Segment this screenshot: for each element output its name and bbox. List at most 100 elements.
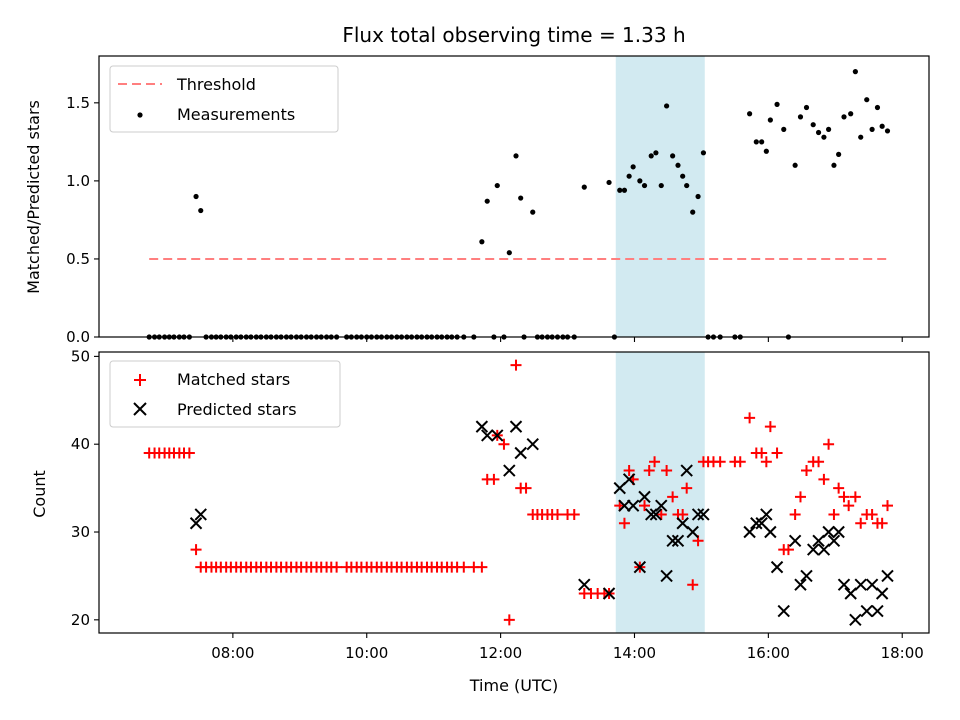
predicted-stars-point (503, 464, 516, 477)
matched-stars-point (661, 465, 673, 477)
predicted-stars-point (660, 569, 673, 583)
measurement-point (653, 150, 659, 156)
measurement-point (759, 139, 765, 145)
measurement-point (836, 151, 842, 157)
predicted-stars-point (832, 525, 845, 539)
predicted-stars-point (509, 420, 523, 433)
measurement-point (841, 114, 847, 120)
predicted-stars-point (638, 490, 651, 504)
top-legend: Threshold Measurements (109, 65, 339, 133)
measurement-point (630, 164, 636, 170)
bottom-y-ticks: 20 30 40 50 (71, 347, 99, 629)
matched-stars-legend-label: Matched stars (177, 370, 290, 389)
x-tick-label: 16:00 (747, 644, 790, 662)
bottom-highlight-span (615, 352, 705, 633)
measurement-point (848, 111, 854, 117)
measurement-point (670, 153, 676, 159)
predicted-stars-point (491, 429, 504, 442)
measurement-point (874, 104, 881, 111)
matched-stars-point (639, 500, 651, 512)
measurement-point (792, 162, 798, 168)
x-tick-label: 10:00 (345, 644, 388, 662)
x-axis-label: Time (UTC) (469, 676, 558, 695)
matched-stars-point (794, 491, 806, 503)
top-axes-frame (98, 55, 930, 338)
predicted-stars-point (871, 604, 884, 618)
matched-stars-point (866, 508, 878, 520)
predicted-stars-point (854, 578, 867, 591)
predicted-stars-point (750, 517, 763, 530)
matched-stars-point (744, 412, 756, 424)
matched-stars-point (623, 465, 635, 477)
measurements-legend-icon (137, 112, 143, 118)
matched-stars-point (771, 447, 783, 459)
matched-stars-point (183, 447, 195, 459)
bottom-legend: Matched stars Predicted stars (109, 360, 341, 428)
measurement-point (852, 69, 858, 75)
predicted-stars-point (633, 560, 647, 574)
matched-stars-point (876, 517, 888, 529)
matched-stars-point (687, 579, 699, 591)
y-tick-label: 1.0 (66, 172, 90, 190)
predicted-stars-point (760, 508, 773, 521)
matched-stars-point (789, 508, 801, 520)
measurement-point (869, 126, 875, 132)
predicted-stars-point (837, 578, 851, 591)
top-y-ticks: 0.0 0.5 1.0 1.5 (66, 94, 99, 346)
predicted-stars-legend-label: Predicted stars (177, 400, 297, 419)
predicted-stars-points (189, 420, 894, 627)
matched-stars-point (849, 491, 861, 503)
predicted-stars-point (849, 613, 862, 627)
matched-stars-point (503, 614, 515, 626)
y-tick-label: 50 (71, 347, 90, 365)
y-tick-label: 20 (71, 611, 90, 629)
bottom-x-ticks: 08:00 10:00 12:00 14:00 16:00 18:00 (211, 633, 924, 662)
measurement-point (864, 97, 870, 103)
predicted-stars-point (865, 578, 879, 591)
measurement-point (198, 207, 204, 214)
matched-stars-point (552, 508, 564, 520)
measurements-legend-label: Measurements (177, 105, 295, 124)
y-tick-label: 0.0 (66, 328, 90, 346)
matched-stars-point (734, 456, 746, 468)
predicted-stars-legend-icon (133, 402, 147, 416)
matched-stars-point (488, 473, 500, 485)
measurement-point (831, 162, 837, 168)
predicted-stars-point (743, 525, 756, 539)
predicted-stars-point (680, 464, 693, 477)
predicted-stars-point (526, 437, 539, 451)
predicted-stars-point (817, 543, 831, 556)
predicted-stars-point (881, 569, 894, 583)
matched-stars-point (760, 456, 772, 468)
measurement-point (518, 195, 524, 201)
measurement-point (675, 162, 681, 168)
measurement-point (747, 111, 753, 117)
predicted-stars-point (875, 587, 889, 600)
measurement-point (641, 182, 648, 189)
matched-stars-point (756, 447, 768, 459)
matched-stars-point (498, 438, 510, 450)
predicted-stars-point (800, 569, 813, 583)
predicted-stars-point (860, 604, 873, 618)
measurement-point (581, 184, 587, 190)
measurement-point (506, 250, 512, 256)
bottom-legend-box (109, 360, 341, 428)
top-highlight-span (615, 56, 705, 337)
matched-stars-point (677, 508, 689, 520)
predicted-stars-point (475, 420, 489, 433)
top-legend-box (109, 65, 339, 133)
predicted-stars-point (686, 525, 699, 539)
matched-stars-point (618, 517, 630, 529)
matched-stars-point (843, 500, 855, 512)
measurement-point (484, 198, 490, 204)
y-tick-label: 1.5 (66, 94, 90, 112)
predicted-stars-point (844, 587, 857, 600)
matched-stars-point (568, 508, 580, 520)
measurement-point (695, 193, 701, 200)
predicted-stars-point (666, 534, 679, 548)
matched-stars-point (855, 517, 867, 529)
measurement-point (810, 122, 816, 128)
x-tick-label: 18:00 (881, 644, 924, 662)
measurement-point (803, 104, 810, 111)
